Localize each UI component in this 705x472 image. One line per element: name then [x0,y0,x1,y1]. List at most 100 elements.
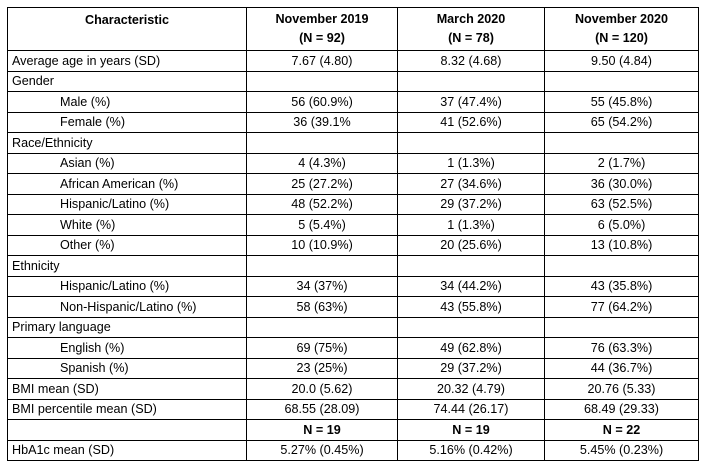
cell-value [544,255,699,277]
table-row: Hispanic/Latino (%) 34 (37%) 34 (44.2%) 43 … [7,275,699,297]
table-row: Primary language [7,316,699,338]
header-col1-n: (N = 92) [299,31,345,45]
cell-value: 20.0 (5.62) [246,378,398,400]
cell-value: N = 19 [246,419,398,441]
cell-value: 68.55 (28.09) [246,398,398,420]
row-label: BMI mean (SD) [7,378,247,400]
row-label: Race/Ethnicity [7,132,247,154]
cell-value: 4 (4.3%) [246,152,398,174]
row-label: Spanish (%) [7,357,247,379]
table-row: BMI mean (SD) 20.0 (5.62) 20.32 (4.79) 20.7… [7,378,699,400]
cell-value: 23 (25%) [246,357,398,379]
cell-value: 43 (35.8%) [544,275,699,297]
row-label: Hispanic/Latino (%) [7,193,247,215]
cell-value [397,255,545,277]
row-label: English (%) [7,337,247,359]
table-row: Ethnicity [7,255,699,277]
cell-value [544,132,699,154]
header-col3-date: November 2020 [574,12,669,26]
cell-value: 43 (55.8%) [397,296,545,318]
table-row: Asian (%) 4 (4.3%) 1 (1.3%) 2 (1.7%) [7,152,699,174]
row-label: Female (%) [7,111,247,133]
cell-value: 48 (52.2%) [246,193,398,215]
cell-value: 5.27% (0.45%) [246,439,398,461]
table-row: BMI percentile mean (SD) 68.55 (28.09) 74.… [7,398,699,420]
cell-value: 25 (27.2%) [246,173,398,195]
cell-value: 9.50 (4.84) [544,50,699,72]
cell-value [246,132,398,154]
table-row: N = 19 N = 19 N = 22 [7,419,699,441]
cell-value: N = 22 [544,419,699,441]
table-header: Characteristic November 2019 (N = 92) Ma… [7,7,699,51]
cell-value: 5.45% (0.23%) [544,439,699,461]
header-november-2019: November 2019 (N = 92) [246,7,398,51]
cell-value: N = 19 [397,419,545,441]
row-label: Asian (%) [7,152,247,174]
table-row: Hispanic/Latino (%) 48 (52.2%) 29 (37.2%) 6… [7,193,699,215]
row-label: Primary language [7,316,247,338]
cell-value [397,316,545,338]
cell-value [397,70,545,92]
table-row: White (%) 5 (5.4%) 1 (1.3%) 6 (5.0%) [7,214,699,236]
header-row: Characteristic November 2019 (N = 92) Ma… [7,7,699,51]
table-row: Non-Hispanic/Latino (%) 58 (63%) 43 (55.8%… [7,296,699,318]
table-row: Spanish (%) 23 (25%) 29 (37.2%) 44 (36.7%) [7,357,699,379]
cell-value: 77 (64.2%) [544,296,699,318]
cell-value: 69 (75%) [246,337,398,359]
header-characteristic-label: Characteristic [85,13,169,27]
row-label: Male (%) [7,91,247,113]
cell-value: 29 (37.2%) [397,193,545,215]
header-march-2020: March 2020 (N = 78) [397,7,545,51]
cell-value: 6 (5.0%) [544,214,699,236]
row-label: African American (%) [7,173,247,195]
table-row: Gender [7,70,699,92]
cell-value: 5.16% (0.42%) [397,439,545,461]
header-november-2020: November 2020 (N = 120) [544,7,699,51]
table-row: Other (%) 10 (10.9%) 20 (25.6%) 13 (10.8%) [7,234,699,256]
cell-value: 1 (1.3%) [397,152,545,174]
cell-value: 37 (47.4%) [397,91,545,113]
row-label: Non-Hispanic/Latino (%) [7,296,247,318]
cell-value [544,316,699,338]
characteristics-table: Characteristic November 2019 (N = 92) Ma… [7,7,699,461]
row-label: Other (%) [7,234,247,256]
table-row: African American (%) 25 (27.2%) 27 (34.6%)… [7,173,699,195]
characteristics-table-container: Characteristic November 2019 (N = 92) Ma… [7,7,699,461]
cell-value: 29 (37.2%) [397,357,545,379]
table-row: English (%) 69 (75%) 49 (62.8%) 76 (63.3%) [7,337,699,359]
row-label: BMI percentile mean (SD) [7,398,247,420]
cell-value: 8.32 (4.68) [397,50,545,72]
cell-value: 36 (30.0%) [544,173,699,195]
cell-value: 27 (34.6%) [397,173,545,195]
row-label: Hispanic/Latino (%) [7,275,247,297]
header-col1-date: November 2019 [275,12,369,26]
cell-value: 49 (62.8%) [397,337,545,359]
cell-value: 13 (10.8%) [544,234,699,256]
header-col3-n: (N = 120) [595,31,648,45]
table-row: HbA1c mean (SD) 5.27% (0.45%) 5.16% (0.42%… [7,439,699,461]
cell-value: 58 (63%) [246,296,398,318]
row-label: Average age in years (SD) [7,50,247,72]
cell-value: 56 (60.9%) [246,91,398,113]
cell-value: 74.44 (26.17) [397,398,545,420]
cell-value: 20.76 (5.33) [544,378,699,400]
cell-value: 65 (54.2%) [544,111,699,133]
cell-value: 20 (25.6%) [397,234,545,256]
cell-value: 10 (10.9%) [246,234,398,256]
cell-value: 68.49 (29.33) [544,398,699,420]
header-col2-n: (N = 78) [448,31,494,45]
cell-value: 20.32 (4.79) [397,378,545,400]
cell-value: 2 (1.7%) [544,152,699,174]
cell-value: 41 (52.6%) [397,111,545,133]
cell-value [246,70,398,92]
cell-value: 63 (52.5%) [544,193,699,215]
table-body: Average age in years (SD) 7.67 (4.80) 8.32… [7,50,699,461]
table-row: Female (%) 36 (39.1% 41 (52.6%) 65 (54.2%) [7,111,699,133]
cell-value [246,316,398,338]
cell-value: 34 (37%) [246,275,398,297]
row-label: Gender [7,70,247,92]
cell-value: 34 (44.2%) [397,275,545,297]
row-label: HbA1c mean (SD) [7,439,247,461]
cell-value: 1 (1.3%) [397,214,545,236]
cell-value [246,255,398,277]
